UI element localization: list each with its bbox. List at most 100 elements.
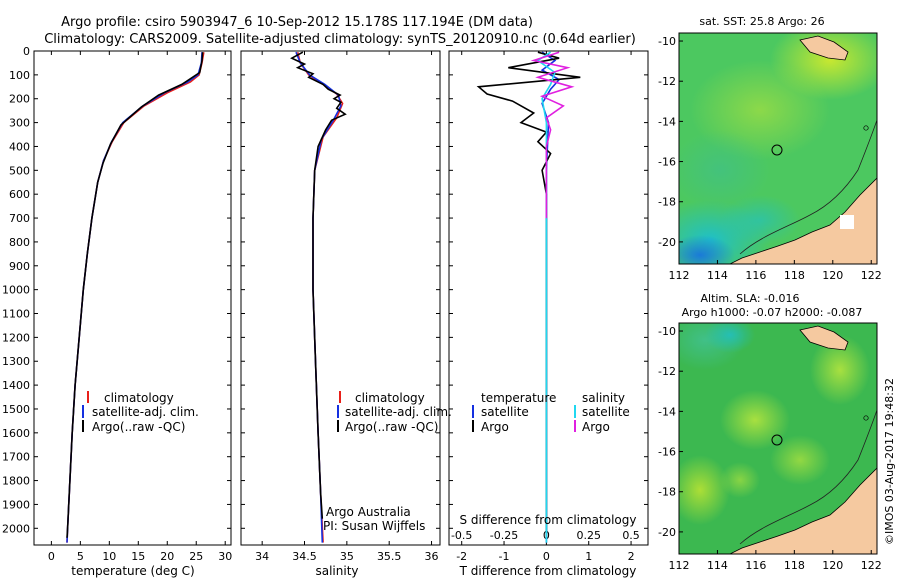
map-lat-tick-label: -20 bbox=[658, 236, 676, 249]
map-lon-tick-label: 118 bbox=[784, 559, 805, 572]
depth-tick-label: 0 bbox=[23, 45, 30, 58]
sla-map-frame bbox=[678, 322, 878, 555]
map-lat-tick-label: -10 bbox=[658, 325, 676, 338]
sla-low-patch bbox=[705, 323, 755, 353]
depth-tick-label: 800 bbox=[9, 236, 30, 249]
x-tick-label: 25 bbox=[189, 550, 203, 563]
sst-map-ticks: 112 114 116 118 120 122 -10 -12 -14 -16 -18 -20 bbox=[658, 35, 882, 282]
depth-tick-label: 900 bbox=[9, 260, 30, 273]
sla-high-patch bbox=[810, 335, 870, 405]
map-lon-tick-label: 114 bbox=[707, 269, 728, 282]
sst-cool-patch bbox=[679, 235, 735, 264]
map-lon-tick-label: 118 bbox=[784, 269, 805, 282]
x-tick-label: 2 bbox=[628, 550, 635, 563]
imos-timestamp: ©IMOS 03-Aug-2017 19:48:32 bbox=[883, 378, 896, 545]
difference-profiles bbox=[476, 51, 581, 543]
temperature-panel-frame bbox=[33, 50, 232, 546]
legend-climatology-label: climatology bbox=[104, 391, 174, 405]
salinity-panel-depth-ticks bbox=[241, 50, 440, 529]
depth-tick-label: 1100 bbox=[2, 308, 30, 321]
legend-temperature-heading: temperature bbox=[481, 391, 556, 405]
x-tick-label: 35 bbox=[340, 550, 354, 563]
x-tick-label: 35.5 bbox=[377, 550, 402, 563]
salinity-profiles bbox=[290, 51, 347, 543]
x-tick-label: 0 bbox=[543, 550, 550, 563]
sst-isobath bbox=[739, 119, 877, 255]
x-tick-label: 5 bbox=[77, 550, 84, 563]
series-line-satellite-adj-clim- bbox=[295, 51, 342, 543]
sst-mid-patch bbox=[679, 130, 770, 210]
series-line-argo-raw-qc- bbox=[66, 52, 204, 538]
x-tick-label: 30 bbox=[218, 550, 232, 563]
legend-satellite-label: satellite-adj. clim. bbox=[92, 405, 199, 419]
depth-tick-label: 1800 bbox=[2, 475, 30, 488]
sla-map-ticks: 112 114 116 118 120 122 -10 -12 -14 -16 -18 -20 bbox=[658, 325, 882, 572]
s-difference-tick-label: 0.25 bbox=[576, 529, 601, 542]
difference-panel-frame bbox=[448, 50, 649, 546]
s-difference-tick-label: -0.25 bbox=[490, 529, 518, 542]
figure-title-line1: Argo profile: csiro 5903947_6 10-Sep-201… bbox=[61, 15, 533, 30]
map-lat-tick-label: -12 bbox=[658, 75, 676, 88]
sst-small-island bbox=[863, 125, 869, 131]
temperature-profiles bbox=[66, 52, 205, 543]
x-tick-label: 1 bbox=[585, 550, 592, 563]
sst-missing-data bbox=[840, 215, 854, 229]
s-difference-axis-label: S difference from climatology bbox=[460, 513, 637, 527]
map-lon-tick-label: 114 bbox=[707, 559, 728, 572]
depth-tick-label: 300 bbox=[9, 117, 30, 130]
depth-tick-label: 1500 bbox=[2, 403, 30, 416]
depth-tick-label: 2000 bbox=[2, 522, 30, 535]
depth-tick-label: 1000 bbox=[2, 284, 30, 297]
x-tick-label: 36 bbox=[425, 550, 439, 563]
map-lat-tick-label: -16 bbox=[658, 446, 676, 459]
sla-argo-location-marker bbox=[771, 434, 783, 446]
series-line-argo-raw-qc- bbox=[290, 51, 347, 519]
series-line-t-argo bbox=[476, 51, 581, 538]
sla-land-coast bbox=[729, 467, 877, 554]
sst-argo-location-marker bbox=[771, 144, 783, 156]
x-tick-label: 10 bbox=[102, 550, 116, 563]
x-tick-label: -2 bbox=[456, 550, 467, 563]
map-lat-tick-label: -14 bbox=[658, 405, 676, 418]
temperature-legend: climatology satellite-adj. clim. Argo(..… bbox=[82, 391, 199, 434]
pi-annotation-line1: Argo Australia bbox=[326, 505, 411, 519]
legend-t-satellite-label: satellite bbox=[481, 405, 529, 419]
t-difference-axis-label: T difference from climatology bbox=[459, 564, 637, 578]
legend-salinity-heading: salinity bbox=[582, 391, 625, 405]
depth-tick-label: 500 bbox=[9, 164, 30, 177]
map-lon-tick-label: 116 bbox=[745, 269, 766, 282]
depth-tick-label: 1600 bbox=[2, 427, 30, 440]
map-lat-tick-label: -20 bbox=[658, 526, 676, 539]
s-difference-tick-label: 0.5 bbox=[622, 529, 640, 542]
x-tick-label: 20 bbox=[160, 550, 174, 563]
sla-high-patch bbox=[720, 390, 790, 450]
x-tick-label: 0 bbox=[48, 550, 55, 563]
map-lon-tick-label: 112 bbox=[669, 559, 690, 572]
map-lon-tick-label: 122 bbox=[861, 269, 882, 282]
depth-tick-label: 1900 bbox=[2, 498, 30, 511]
series-line-climatology bbox=[66, 52, 205, 543]
salinity-axis-ticks: 34 34.5 35 35.5 36 bbox=[255, 51, 439, 563]
legend-satellite-label: satellite-adj. clim. bbox=[345, 405, 452, 419]
map-lon-tick-label: 112 bbox=[669, 269, 690, 282]
figure-title-line2: Climatology: CARS2009. Satellite-adjuste… bbox=[44, 32, 636, 47]
legend-t-argo-label: Argo bbox=[481, 420, 509, 434]
sla-land-north bbox=[799, 325, 849, 351]
salinity-legend: climatology satellite-adj. clim. Argo(..… bbox=[323, 391, 452, 533]
series-line-satellite-adj-clim- bbox=[66, 52, 203, 543]
map-lon-tick-label: 122 bbox=[861, 559, 882, 572]
legend-argo-label: Argo(..raw -QC) bbox=[345, 420, 438, 434]
sla-high-patch bbox=[679, 455, 730, 525]
sst-map-frame bbox=[678, 32, 878, 265]
depth-tick-label: 1700 bbox=[2, 451, 30, 464]
legend-s-satellite-label: satellite bbox=[582, 405, 630, 419]
salinity-axis-label: salinity bbox=[315, 564, 358, 578]
s-difference-tick-label: -0.5 bbox=[451, 529, 472, 542]
legend-argo-label: Argo(..raw -QC) bbox=[92, 420, 185, 434]
sla-map-title-line2: Argo h1000: -0.07 h2000: -0.087 bbox=[682, 306, 863, 319]
sla-map-title-line1: Altim. SLA: -0.016 bbox=[700, 292, 799, 305]
difference-panel-depth-ticks bbox=[449, 50, 648, 529]
depth-tick-label: 200 bbox=[9, 93, 30, 106]
x-tick-label: 15 bbox=[131, 550, 145, 563]
sst-map-title: sat. SST: 25.8 Argo: 26 bbox=[699, 15, 824, 28]
